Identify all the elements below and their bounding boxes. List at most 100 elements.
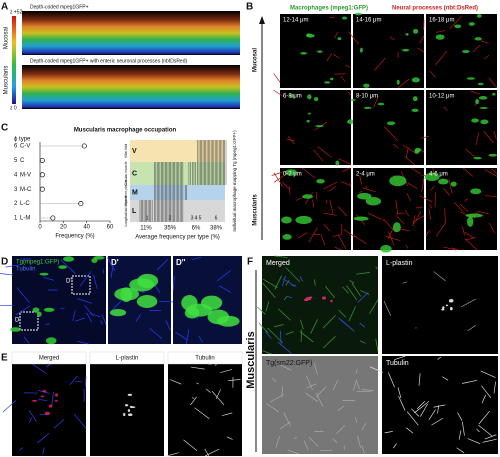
fiber — [373, 95, 379, 108]
fiber — [183, 439, 198, 452]
type-label: C-V — [20, 144, 30, 150]
cell — [127, 393, 133, 396]
fiber — [462, 226, 465, 236]
fiber — [277, 341, 292, 355]
fiber — [392, 443, 397, 449]
fiber — [449, 16, 462, 30]
fiber — [359, 322, 366, 328]
panel-label: D — [1, 257, 8, 268]
type-number: 4 — [195, 215, 198, 221]
fiber — [337, 206, 348, 217]
cell — [442, 306, 445, 310]
channel-label: Tg(mpeg1:GFP) — [16, 260, 59, 266]
cell — [438, 178, 449, 185]
fiber — [274, 275, 282, 290]
cell — [477, 82, 484, 86]
fiber — [493, 130, 497, 140]
fiber — [93, 274, 98, 290]
cell — [285, 169, 297, 176]
fiber — [395, 215, 405, 225]
fiber — [320, 234, 326, 246]
fiber — [369, 366, 383, 373]
fiber — [194, 407, 210, 419]
fiber — [257, 306, 266, 315]
cell — [424, 172, 440, 182]
title-box — [11, 351, 87, 365]
type-frequency: 6% — [192, 226, 201, 232]
fiber — [112, 298, 124, 310]
cell — [386, 121, 396, 126]
fiber — [17, 288, 30, 303]
fiber — [442, 246, 456, 251]
cell — [32, 399, 38, 402]
fiber — [289, 186, 291, 195]
cell — [307, 112, 311, 115]
fiber — [271, 171, 285, 176]
image — [90, 364, 164, 456]
fiber — [38, 399, 48, 401]
fiber — [356, 272, 371, 275]
cell — [363, 83, 370, 88]
panel-title: Merged — [39, 356, 59, 362]
dot — [81, 143, 87, 149]
cell — [55, 393, 59, 397]
cell — [300, 52, 307, 55]
fiber — [265, 331, 272, 339]
fiber — [351, 282, 362, 297]
fiber — [472, 44, 481, 53]
fiber — [361, 389, 374, 391]
axis-title: Average frequency per type (%) — [135, 235, 220, 241]
side-label: Muscularis — [245, 331, 257, 388]
fiber — [262, 282, 276, 298]
fiber — [383, 301, 392, 316]
fiber — [349, 280, 355, 284]
fiber — [420, 135, 430, 139]
cell — [389, 175, 407, 187]
cell — [306, 119, 310, 123]
fiber — [375, 266, 379, 270]
cell — [306, 33, 312, 37]
fiber — [36, 433, 50, 444]
cell — [478, 96, 488, 100]
cell — [467, 216, 474, 227]
fiber — [355, 417, 358, 423]
type-number: 6 — [14, 144, 18, 150]
x-tick-label: 20 — [60, 225, 67, 231]
panel-title: L-plastin — [386, 260, 413, 267]
fiber — [406, 193, 412, 202]
fiber — [262, 350, 272, 355]
fiber — [428, 409, 436, 420]
fiber — [461, 298, 476, 308]
fiber — [437, 405, 439, 414]
cell — [184, 307, 200, 319]
fiber — [384, 431, 393, 434]
fiber — [412, 215, 416, 224]
panel-title: L-plastin — [116, 356, 139, 362]
fiber — [258, 322, 269, 334]
fiber — [456, 447, 465, 454]
fiber — [431, 417, 444, 426]
image — [280, 90, 351, 165]
cell — [411, 108, 419, 112]
fiber — [305, 392, 319, 402]
cell — [392, 222, 401, 233]
fiber — [312, 199, 315, 208]
image — [280, 14, 351, 88]
type-number: 1 — [14, 216, 18, 222]
fiber — [336, 425, 346, 434]
title-box — [89, 351, 165, 365]
fiber — [383, 218, 396, 233]
cell — [137, 273, 159, 289]
panel-label: B — [246, 2, 253, 13]
fiber — [276, 363, 292, 371]
cell — [337, 37, 342, 41]
fiber — [332, 234, 342, 237]
fiber — [45, 323, 50, 326]
fiber — [5, 264, 20, 268]
type-number: 2 — [14, 201, 18, 207]
type-number: 5 — [14, 158, 18, 164]
fiber — [444, 208, 446, 224]
fiber — [412, 211, 422, 227]
type-number: 5 — [199, 215, 202, 221]
fiber — [76, 340, 89, 345]
